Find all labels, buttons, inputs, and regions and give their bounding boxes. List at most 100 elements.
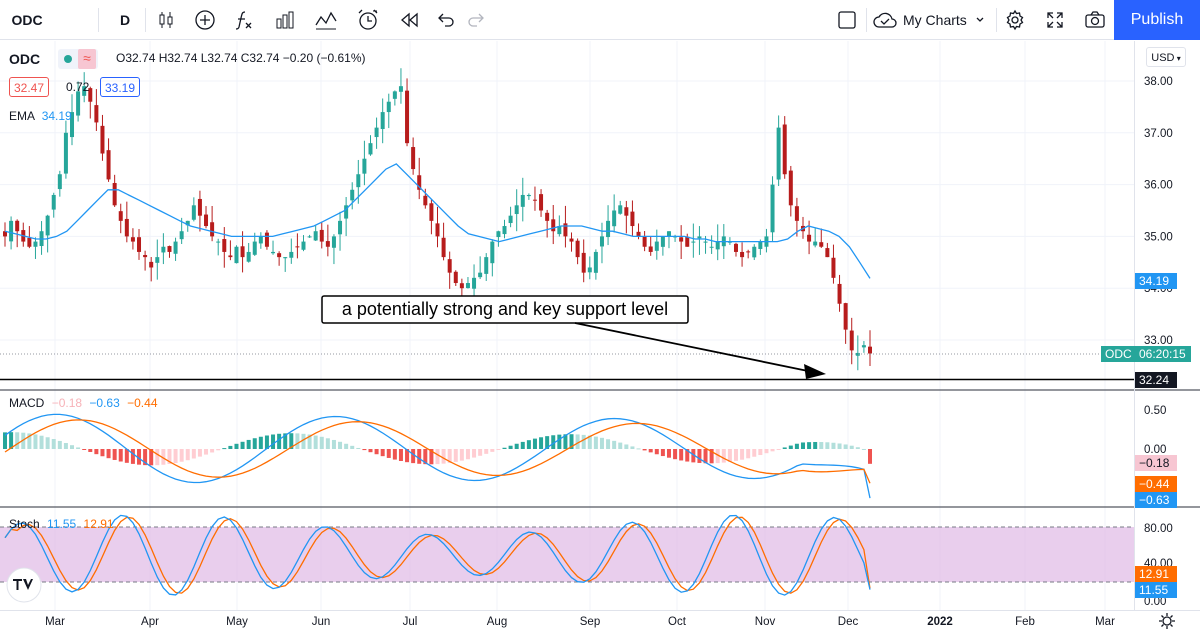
candle-body bbox=[9, 220, 14, 242]
candle-body bbox=[807, 234, 812, 242]
candle-body bbox=[386, 101, 391, 113]
macd-histogram-bar bbox=[179, 449, 184, 462]
macd-histogram-bar bbox=[666, 449, 671, 458]
settings-button[interactable] bbox=[1002, 0, 1028, 40]
price-axis[interactable]: 38.0037.0036.0035.0034.0033.000.500.0080… bbox=[1144, 76, 1173, 608]
currency-select[interactable]: USD ▾ bbox=[1146, 47, 1186, 67]
macd-histogram-bar bbox=[210, 449, 215, 453]
macd-histogram-bar bbox=[758, 449, 763, 456]
stoch-k-value: 11.55 bbox=[47, 517, 77, 531]
macd-histogram-bar bbox=[338, 441, 343, 449]
stoch-d-label: 12.91 bbox=[1135, 566, 1177, 582]
macd-histogram-bar bbox=[313, 435, 318, 449]
macd-histogram-bar bbox=[630, 446, 635, 449]
legend-status-badge[interactable]: ≈ bbox=[58, 49, 98, 69]
candle-body bbox=[654, 241, 659, 251]
macd-histogram-bar bbox=[855, 447, 860, 449]
candle-body bbox=[3, 231, 7, 237]
symbol-search-button[interactable]: ODC bbox=[10, 0, 44, 40]
ema-legend[interactable]: EMA 34.19 bbox=[9, 109, 72, 123]
candle-body bbox=[392, 91, 397, 99]
bar-style-button[interactable] bbox=[153, 0, 179, 40]
macd-label: MACD bbox=[9, 396, 45, 410]
macd-histogram-bar bbox=[411, 449, 416, 464]
macd-histogram-bar bbox=[770, 449, 775, 452]
currency-label: USD bbox=[1151, 52, 1175, 64]
candle-body bbox=[697, 236, 702, 239]
divider bbox=[866, 8, 867, 32]
macd-histogram-bar bbox=[782, 447, 787, 449]
indicators-button[interactable] bbox=[230, 0, 258, 40]
macd-histogram-bar bbox=[344, 443, 349, 449]
candle-body bbox=[563, 223, 568, 237]
compare-button[interactable] bbox=[311, 0, 341, 40]
ohlc-legend: O32.74 H32.74 L32.74 C32.74 −0.20 (−0.61… bbox=[116, 51, 366, 65]
macd-legend[interactable]: MACD −0.18 −0.63 −0.44 bbox=[9, 396, 158, 410]
add-indicator-button[interactable] bbox=[192, 0, 218, 40]
fullscreen-button[interactable] bbox=[1042, 0, 1068, 40]
stoch-label: Stoch bbox=[9, 517, 40, 531]
candle-body bbox=[539, 194, 544, 211]
chart-canvas[interactable]: a potentially strong and key support lev… bbox=[0, 41, 1200, 635]
macd-histogram-bar bbox=[575, 434, 580, 449]
candle-body bbox=[423, 195, 428, 206]
annotation-box[interactable] bbox=[321, 295, 689, 324]
candle-body bbox=[587, 267, 592, 273]
macd-histogram-bar bbox=[868, 449, 872, 464]
annotation-text: a potentially strong and key support lev… bbox=[342, 299, 668, 319]
replay-button[interactable] bbox=[395, 0, 423, 40]
macd-histogram-bar bbox=[502, 447, 507, 449]
time-axis[interactable]: Mar Apr May Jun Jul Aug Sep Oct Nov Dec 2022 Feb Mar bbox=[45, 616, 1115, 628]
interval-button[interactable]: D bbox=[112, 0, 138, 40]
chevron-down-icon: ▾ bbox=[1174, 54, 1181, 63]
macd-histogram-bar bbox=[709, 449, 714, 464]
macd-histogram-bar bbox=[813, 441, 818, 449]
my-charts-button[interactable]: My Charts bbox=[872, 0, 992, 40]
candle-body bbox=[240, 246, 245, 258]
macd-histogram-bar bbox=[155, 449, 160, 466]
candle-body bbox=[350, 189, 355, 201]
macd-histogram-bar bbox=[740, 449, 745, 460]
financials-button[interactable] bbox=[271, 0, 299, 40]
macd-histogram-bar bbox=[545, 436, 550, 449]
candle-body bbox=[526, 194, 531, 197]
ask-box[interactable]: 33.19 bbox=[100, 77, 141, 97]
month-label: Feb bbox=[1015, 616, 1035, 628]
redo-button[interactable] bbox=[464, 0, 488, 40]
macd-histogram-bar bbox=[642, 449, 647, 451]
candle-body bbox=[868, 346, 872, 354]
undo-button[interactable] bbox=[434, 0, 458, 40]
candle-body bbox=[210, 222, 215, 237]
macd-histogram-bar bbox=[356, 447, 361, 449]
candle-body bbox=[569, 238, 574, 242]
stoch-legend[interactable]: Stoch 11.55 12.91 bbox=[9, 517, 114, 531]
axis-settings-icon[interactable] bbox=[1159, 613, 1175, 629]
candle-body bbox=[861, 345, 866, 348]
candle-body bbox=[301, 241, 306, 250]
tradingview-logo-icon[interactable] bbox=[6, 567, 42, 603]
macd-histogram-bar bbox=[386, 449, 391, 458]
bid-box[interactable]: 32.47 bbox=[9, 77, 50, 97]
macd-histogram-bar bbox=[417, 449, 422, 464]
publish-button[interactable]: Publish bbox=[1114, 0, 1200, 40]
candle-body bbox=[374, 127, 379, 138]
candle-body bbox=[325, 241, 330, 247]
macd-histogram-bar bbox=[380, 449, 385, 457]
macd-histogram-bar bbox=[3, 432, 7, 449]
macd-histogram-bar bbox=[472, 449, 477, 458]
macd-histogram-bar bbox=[514, 443, 519, 449]
candle-body bbox=[679, 237, 684, 242]
macd-histogram-bar bbox=[289, 433, 294, 449]
countdown-label: 06:20:15 bbox=[1135, 346, 1191, 362]
candle-body bbox=[685, 236, 690, 247]
candle-body bbox=[362, 158, 367, 174]
alert-button[interactable] bbox=[353, 0, 383, 40]
camera-icon bbox=[1085, 11, 1105, 28]
macd-histogram-bar bbox=[435, 449, 440, 465]
macd-histogram-bar bbox=[606, 439, 611, 449]
macd-histogram-bar bbox=[197, 449, 202, 457]
chevron-down-icon bbox=[976, 17, 984, 22]
candle-body bbox=[545, 212, 550, 221]
layout-button[interactable] bbox=[834, 0, 860, 40]
snapshot-button[interactable] bbox=[1082, 0, 1108, 40]
